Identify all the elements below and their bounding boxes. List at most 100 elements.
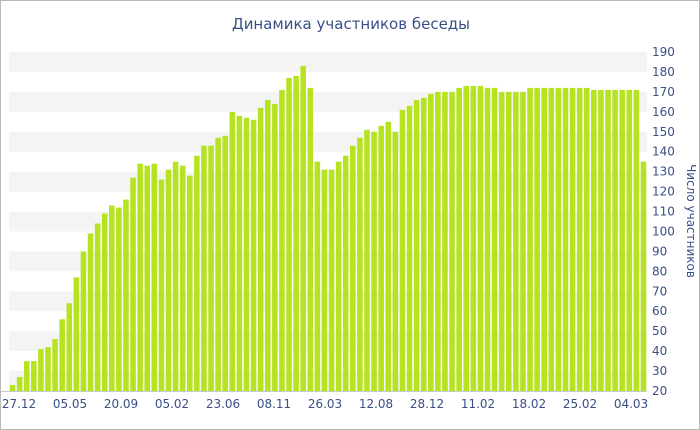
bar bbox=[463, 85, 469, 392]
bar bbox=[605, 89, 611, 391]
bar bbox=[619, 89, 625, 391]
bar bbox=[576, 87, 583, 391]
bar bbox=[137, 163, 143, 391]
y-tick-label: 80 bbox=[652, 264, 667, 278]
bar bbox=[350, 145, 356, 391]
y-tick-label: 100 bbox=[652, 225, 675, 239]
bar bbox=[562, 87, 569, 391]
y-tick-label: 170 bbox=[652, 85, 675, 99]
bar bbox=[272, 103, 278, 391]
y-tick-label: 110 bbox=[652, 205, 675, 219]
bar bbox=[371, 131, 377, 391]
x-tick-label: 18.02 bbox=[512, 397, 546, 411]
bar bbox=[293, 75, 299, 392]
bar bbox=[520, 91, 526, 391]
bar bbox=[109, 205, 115, 391]
bar bbox=[208, 145, 214, 391]
bar bbox=[307, 87, 314, 391]
x-tick-label: 11.02 bbox=[461, 397, 495, 411]
bar bbox=[187, 175, 193, 391]
bar bbox=[456, 87, 462, 391]
x-tick-label: 25.02 bbox=[563, 397, 597, 411]
bar bbox=[477, 85, 484, 392]
bar bbox=[470, 85, 477, 392]
bar bbox=[243, 117, 250, 391]
bar bbox=[165, 169, 172, 391]
bar bbox=[94, 223, 101, 391]
bar bbox=[23, 361, 30, 391]
bar bbox=[513, 91, 519, 391]
x-axis-ticks: 27.12 05.05 20.09 05.02 23.06 08.11 26.03 12.08… bbox=[2, 397, 648, 411]
bar bbox=[413, 99, 420, 392]
bar bbox=[194, 155, 200, 391]
bar bbox=[279, 89, 285, 391]
bar bbox=[80, 251, 87, 391]
grid-band bbox=[9, 52, 647, 72]
bar bbox=[172, 161, 179, 391]
bar bbox=[491, 87, 498, 391]
x-tick-label: 23.06 bbox=[206, 397, 240, 411]
bar bbox=[236, 115, 243, 391]
y-tick-label: 150 bbox=[652, 125, 675, 139]
y-tick-label: 130 bbox=[652, 165, 675, 179]
bar bbox=[364, 129, 370, 391]
bar bbox=[484, 87, 491, 391]
x-tick-label: 27.12 bbox=[2, 397, 36, 411]
bar bbox=[144, 165, 150, 391]
x-tick-label: 05.02 bbox=[155, 397, 189, 411]
bar bbox=[66, 303, 73, 391]
bar bbox=[201, 145, 207, 391]
bar bbox=[548, 87, 555, 391]
y-tick-label: 140 bbox=[652, 145, 675, 159]
x-tick-label: 28.12 bbox=[410, 397, 444, 411]
bar bbox=[151, 163, 158, 391]
y-tick-label: 40 bbox=[652, 344, 667, 358]
bar bbox=[222, 135, 228, 391]
bar bbox=[73, 277, 80, 391]
bar bbox=[300, 65, 306, 392]
bar bbox=[406, 105, 413, 391]
bar bbox=[420, 97, 427, 392]
bar bbox=[527, 87, 533, 391]
bar bbox=[342, 155, 349, 391]
bar bbox=[257, 107, 264, 391]
bar bbox=[612, 89, 618, 391]
bar bbox=[640, 161, 647, 391]
bar bbox=[435, 91, 441, 391]
bar bbox=[385, 121, 392, 391]
bar bbox=[59, 319, 65, 391]
bar bbox=[321, 169, 328, 391]
bar bbox=[392, 131, 399, 391]
bar bbox=[87, 233, 94, 391]
bar bbox=[286, 77, 292, 392]
bar bbox=[357, 137, 363, 391]
bar bbox=[555, 87, 562, 391]
bar bbox=[116, 207, 122, 391]
bar bbox=[506, 91, 512, 391]
bar bbox=[328, 169, 335, 391]
bar bbox=[591, 89, 597, 391]
bar bbox=[179, 165, 186, 391]
bar bbox=[428, 93, 434, 391]
bar bbox=[264, 99, 271, 392]
y-tick-label: 50 bbox=[652, 324, 667, 338]
chart-title: Динамика участников беседы bbox=[232, 15, 470, 33]
y-tick-label: 90 bbox=[652, 244, 667, 258]
bar bbox=[541, 87, 547, 391]
y-axis-ticks: 20 30 40 50 60 70 80 90 100 110 120 130 140 150 160 170… bbox=[652, 45, 675, 398]
bar bbox=[534, 87, 540, 391]
bar bbox=[101, 213, 108, 391]
bar bbox=[229, 111, 236, 391]
bar bbox=[633, 89, 640, 391]
y-tick-label: 120 bbox=[652, 185, 675, 199]
bar bbox=[335, 161, 342, 391]
bar bbox=[399, 109, 406, 391]
y-tick-label: 70 bbox=[652, 284, 667, 298]
bar bbox=[158, 179, 165, 391]
bar bbox=[123, 199, 129, 391]
bar bbox=[583, 87, 590, 391]
bar bbox=[498, 91, 505, 391]
y-tick-label: 30 bbox=[652, 364, 667, 378]
bar bbox=[442, 91, 448, 391]
